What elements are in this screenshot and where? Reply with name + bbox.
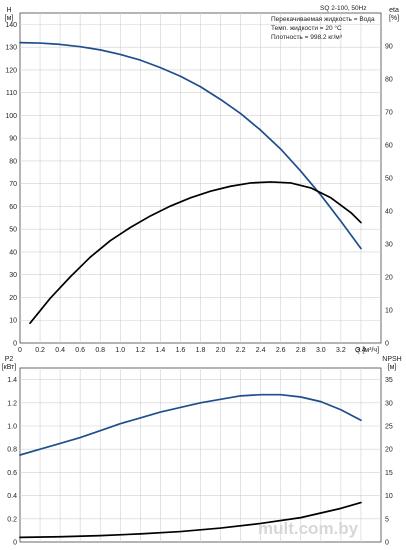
x-tick-label: 0.2 <box>35 347 45 354</box>
p2-axis-label: P2 <box>5 356 14 363</box>
right-tick-label: 20 <box>385 447 393 454</box>
bottom-grid <box>20 368 381 542</box>
x-tick-label: 1.2 <box>135 347 145 354</box>
left-tick-label: 110 <box>6 90 17 97</box>
left-tick-label: 100 <box>5 113 17 120</box>
left-tick-label: 0.6 <box>7 470 17 477</box>
left-tick-label: 140 <box>5 22 17 29</box>
right-tick-label: 70 <box>385 110 393 117</box>
x-tick-label: 3.4 <box>356 347 366 354</box>
x-tick-label: 1.8 <box>196 347 206 354</box>
right-tick-label: 50 <box>385 176 393 183</box>
h-axis-unit: [м] <box>5 15 14 22</box>
right-tick-label: 60 <box>385 143 393 150</box>
x-tick-label: 1.0 <box>115 347 125 354</box>
right-tick-label: 0 <box>385 540 389 547</box>
right-tick-label: 35 <box>385 377 393 384</box>
npsh-axis-label: NPSH <box>382 356 401 363</box>
x-tick-label: 3.0 <box>316 347 326 354</box>
right-tick-label: 10 <box>385 493 393 500</box>
left-tick-label: 10 <box>9 318 17 325</box>
right-tick-label: 5 <box>385 516 389 523</box>
left-tick-label: 30 <box>9 272 17 279</box>
x-tick-label: 0 <box>18 347 22 354</box>
left-tick-label: 50 <box>9 227 17 234</box>
watermark: mult.com.by <box>258 519 359 538</box>
x-tick-label: 1.6 <box>176 347 186 354</box>
h-axis-label: H <box>6 7 11 14</box>
left-tick-label: 0 <box>13 341 17 348</box>
left-tick-label: 120 <box>5 67 17 74</box>
right-tick-label: 0 <box>385 341 389 348</box>
temperature-annotation: Темп. жидкости = 20 °C <box>271 24 342 32</box>
series-line-1-1 <box>19 501 362 539</box>
x-tick-label: 1.4 <box>156 347 166 354</box>
right-tick-label: 80 <box>385 77 393 84</box>
series-line-0-0 <box>19 41 362 250</box>
x-tick-label: 0.6 <box>75 347 85 354</box>
left-tick-label: 40 <box>9 249 17 256</box>
right-tick-label: 25 <box>385 424 393 431</box>
left-tick-label: 0.2 <box>7 516 17 523</box>
density-annotation: Плотность = 998.2 кг/м³ <box>271 34 343 41</box>
x-tick-label: 3.2 <box>336 347 346 354</box>
left-tick-label: 0.8 <box>7 447 17 454</box>
right-tick-label: 30 <box>385 400 393 407</box>
left-tick-label: 20 <box>9 295 17 302</box>
series-line-0-1 <box>29 181 362 325</box>
right-tick-label: 90 <box>385 44 393 51</box>
bottom-series <box>19 393 362 539</box>
left-tick-label: 70 <box>9 181 17 188</box>
left-tick-label: 60 <box>9 204 17 211</box>
left-tick-label: 1.0 <box>7 424 17 431</box>
x-tick-label: 2.2 <box>236 347 246 354</box>
x-tick-label: 2.0 <box>216 347 226 354</box>
p2-axis-unit: [кВт] <box>2 364 17 371</box>
left-tick-label: 130 <box>5 45 17 52</box>
left-tick-label: 0 <box>13 540 17 547</box>
series-line-1-0 <box>19 393 362 456</box>
top-series <box>19 41 362 325</box>
left-tick-label: 80 <box>9 158 17 165</box>
right-tick-label: 20 <box>385 275 393 282</box>
bottom-ticks: 0 0.2 0.4 0.6 0.8 1.0 1.2 1.4 0 5 10 15 20 25 30 35 <box>7 377 393 546</box>
q-axis-label: Q [м³/ч] <box>355 347 379 354</box>
head-efficiency-plot: 0 10 20 30 40 50 60 70 80 90 100 110 120 130 140 0 10 20 3… <box>5 5 399 354</box>
x-tick-label: 2.4 <box>256 347 266 354</box>
x-tick-label: 2.8 <box>296 347 306 354</box>
right-tick-label: 10 <box>385 308 393 315</box>
top-ticks: 0 10 20 30 40 50 60 70 80 90 100 110 120 130 140 0 10 20 3… <box>5 22 393 354</box>
x-tick-label: 2.6 <box>276 347 286 354</box>
left-tick-label: 90 <box>9 136 17 143</box>
x-tick-label: 0.4 <box>55 347 65 354</box>
x-tick-label: 0.8 <box>95 347 105 354</box>
top-grid <box>20 13 381 343</box>
right-tick-label: 30 <box>385 242 393 249</box>
fluid-annotation: Перекачиваемая жидкость = Вода <box>271 16 375 23</box>
right-tick-label: 15 <box>385 470 393 477</box>
npsh-axis-unit: [м] <box>388 364 397 371</box>
left-tick-label: 0.4 <box>7 493 17 500</box>
left-tick-label: 1.2 <box>7 400 17 407</box>
right-tick-label: 40 <box>385 209 393 216</box>
left-tick-label: 1.4 <box>7 377 17 384</box>
chart-title: SQ 2-100, 50Hz <box>320 5 367 12</box>
eta-axis-label: eta <box>389 7 399 14</box>
eta-axis-unit: [%] <box>389 15 399 22</box>
